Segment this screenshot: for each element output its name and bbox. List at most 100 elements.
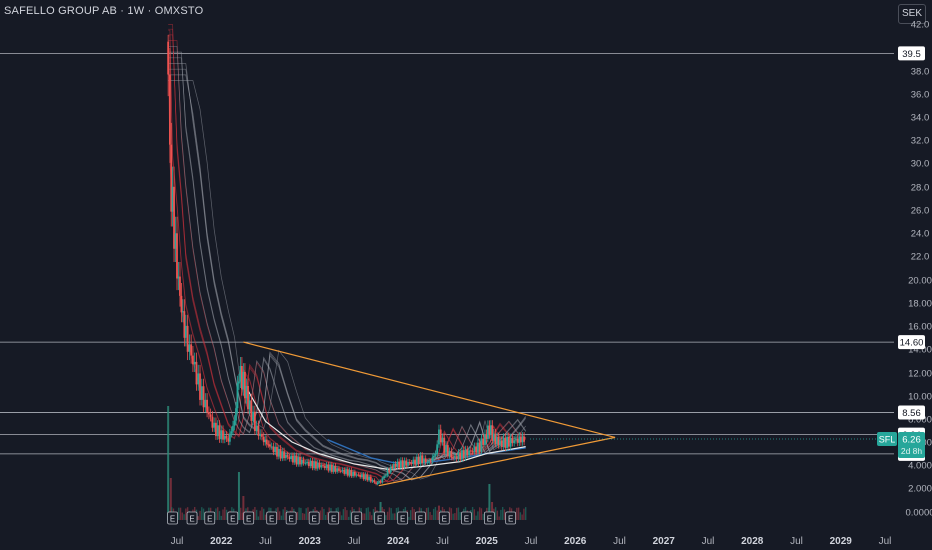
candle-body: [332, 465, 335, 472]
y-tick-label: 4.000: [908, 461, 932, 472]
volume-bar: [385, 515, 387, 520]
earnings-marker-1: E: [186, 511, 198, 525]
volume-bar-2: [237, 472, 240, 520]
ma-ribbon-line: [167, 41, 526, 484]
candle-body: [320, 465, 323, 468]
candle-body: [516, 438, 519, 443]
volume-bar: [178, 507, 180, 520]
svg-text:E: E: [377, 515, 382, 524]
candle-body: [239, 365, 242, 382]
volume-bar: [349, 510, 352, 520]
volume-bar: [339, 511, 341, 520]
y-tick-label: 34.0: [911, 113, 930, 124]
volume-bar: [326, 511, 329, 520]
y-tick-label: 28.0: [911, 183, 930, 194]
candle-body: [276, 446, 278, 457]
candle-body: [381, 478, 384, 483]
symbol-label: SFL: [879, 435, 896, 445]
x-tick-label: 2027: [653, 536, 676, 547]
candle-body: [379, 481, 382, 483]
earnings-marker-15: E: [484, 511, 495, 525]
candle-body: [270, 446, 273, 448]
volume-bar: [519, 512, 522, 520]
candle-body: [375, 482, 378, 484]
volume-bar: [480, 508, 483, 520]
symbol-badge: [877, 432, 897, 447]
volume-bar-0: [167, 406, 170, 520]
candle-body: [180, 295, 183, 313]
x-tick-label: Jul: [259, 536, 272, 547]
volume-bar: [185, 508, 187, 520]
candle-body: [306, 461, 308, 463]
ma-ribbon-line: [168, 45, 526, 482]
candle-body: [489, 425, 492, 435]
volume-bar: [409, 510, 412, 520]
volume-bar: [323, 508, 325, 520]
svg-text:E: E: [170, 515, 175, 524]
earnings-marker-3: E: [227, 511, 239, 525]
x-tick-label: 2022: [210, 536, 233, 547]
volume-bar: [394, 513, 396, 520]
candle-body: [355, 474, 358, 476]
candle-body: [235, 408, 237, 421]
candle-body: [233, 420, 236, 426]
volume-bar: [496, 510, 499, 520]
candle-body: [281, 451, 284, 459]
volume-bar: [298, 507, 300, 520]
earnings-marker-2: E: [204, 511, 216, 525]
candle-body: [211, 416, 214, 428]
x-tick-label: 2024: [387, 536, 410, 547]
candle-body: [384, 475, 387, 477]
candle-body: [330, 464, 333, 472]
candle-body: [424, 458, 427, 463]
volume-bar: [257, 516, 260, 520]
volume-bar: [282, 509, 284, 520]
earnings-marker-12: E: [414, 511, 426, 525]
candle-body: [394, 463, 397, 467]
x-tick-label: 2026: [564, 536, 587, 547]
volume-bar: [296, 512, 299, 520]
svg-text:E: E: [464, 515, 469, 524]
currency-button[interactable]: SEK: [898, 4, 926, 24]
ma-ribbon-line: [168, 68, 526, 481]
volume-bar: [307, 507, 309, 520]
volume-bar: [452, 513, 454, 520]
candle-body: [209, 414, 212, 417]
candle-body: [255, 425, 258, 432]
candle-body: [206, 399, 208, 413]
volume-bar: [224, 507, 226, 520]
candle-body: [378, 481, 380, 483]
candle-body: [494, 433, 497, 445]
candle-body: [267, 444, 270, 446]
svg-text:E: E: [442, 515, 447, 524]
level-label: 39.5: [902, 49, 921, 60]
earnings-marker-8: E: [328, 511, 340, 525]
volume-bar: [179, 507, 182, 520]
ma-ribbon-line: [168, 80, 526, 480]
candle-body: [316, 462, 319, 469]
x-tick-label: Jul: [171, 536, 184, 547]
candle-body: [279, 448, 282, 459]
volume-bar: [392, 513, 394, 520]
candle-body: [302, 459, 305, 464]
svg-text:E: E: [418, 515, 423, 524]
candle-body: [398, 461, 401, 468]
ma-ribbon-line: [168, 51, 526, 482]
earnings-marker-13: E: [438, 511, 450, 525]
ma-ribbon-line: [168, 34, 526, 483]
candle-body: [421, 455, 424, 464]
volume-bar: [277, 507, 279, 520]
volume-bar: [477, 511, 479, 520]
candle-body: [322, 465, 324, 467]
volume-bar: [503, 509, 506, 520]
ma-ribbon-line: [168, 63, 526, 481]
candle-body: [388, 469, 391, 473]
volume-bar: [346, 510, 348, 520]
volume-bar: [284, 507, 286, 520]
candle-body: [502, 437, 505, 448]
candle-body: [345, 469, 347, 474]
triangle-upper-line: [243, 341, 616, 438]
candle-body: [250, 400, 253, 421]
earnings-marker-14: E: [460, 511, 472, 525]
